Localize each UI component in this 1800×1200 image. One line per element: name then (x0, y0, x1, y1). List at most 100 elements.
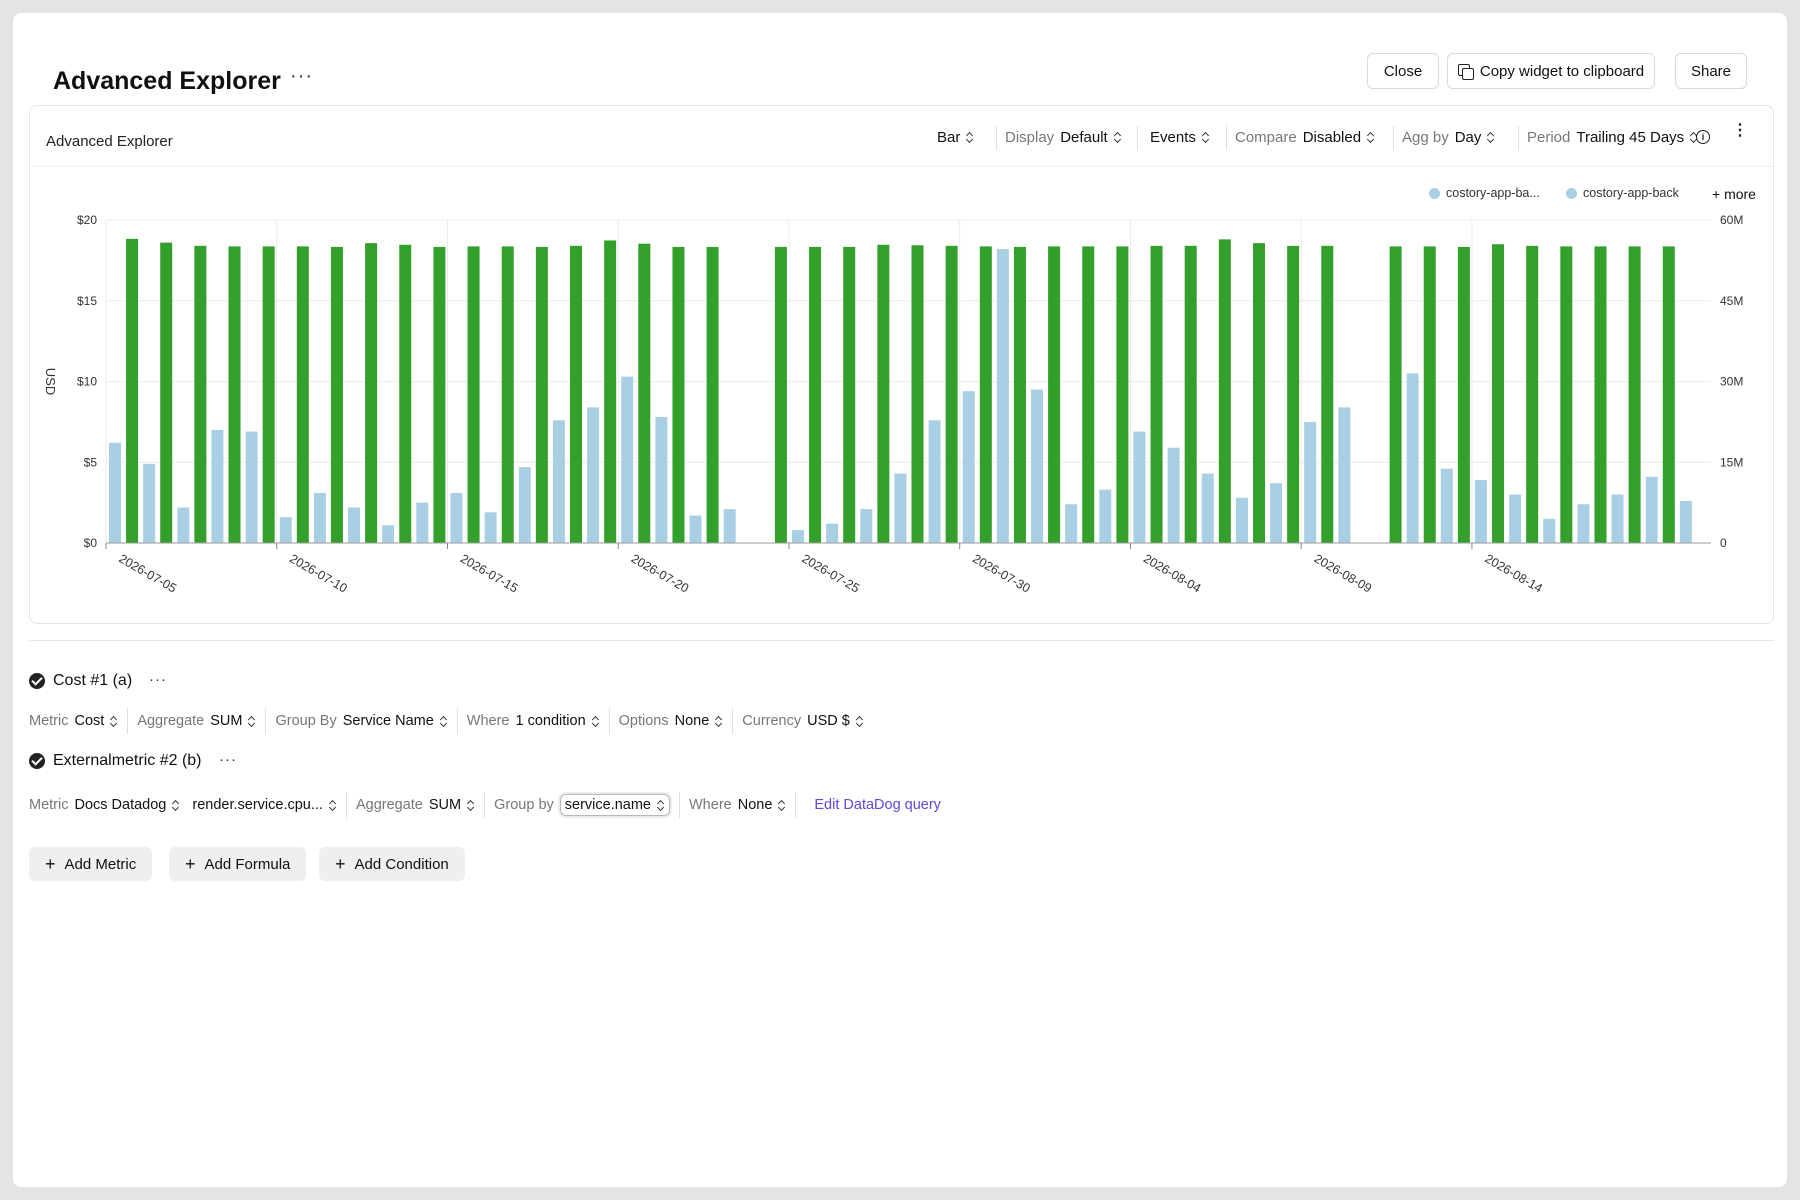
copy-widget-button[interactable]: Copy widget to clipboard (1447, 53, 1655, 89)
where-label: Where (466, 713, 510, 729)
bar-green (945, 245, 958, 543)
groupby-label: Group By (275, 713, 337, 729)
bar-light (655, 417, 668, 543)
bar-light (860, 509, 873, 543)
chevron-updown-icon (592, 715, 600, 728)
metric-external-name: Externalmetric #2 (b) (53, 752, 202, 769)
groupby-select[interactable]: Group By Service Name (265, 708, 456, 734)
add-formula-button[interactable]: + Add Formula (169, 847, 307, 881)
add-metric-label: Add Metric (64, 855, 137, 873)
info-icon[interactable]: i (1696, 130, 1710, 144)
toolbar-divider (1137, 126, 1138, 150)
title-more-menu[interactable]: ··· (290, 65, 313, 87)
section-divider (29, 640, 1774, 641)
metric-cost-checkbox[interactable] (29, 673, 45, 689)
bar-green (706, 246, 719, 543)
bar-green (774, 246, 787, 543)
y-tick-label: $5 (84, 455, 98, 469)
x-tick-label: 2026-08-14 (1482, 551, 1544, 595)
bar-light (894, 473, 907, 543)
legend-item[interactable]: costory-app-ba... (1429, 186, 1540, 200)
groupby-focused-field[interactable]: service.name (559, 794, 670, 816)
chart-type-select[interactable]: Bar (937, 122, 974, 152)
bar-light (1065, 504, 1078, 543)
aggregate-select[interactable]: Aggregate SUM (345, 792, 484, 818)
add-condition-label: Add Condition (354, 855, 449, 873)
legend-item[interactable]: costory-app-back (1566, 186, 1679, 200)
bar-light (928, 420, 941, 543)
bar-light (826, 523, 839, 543)
explorer-modal: Advanced Explorer ··· Close Copy widget … (13, 13, 1787, 1187)
where-select[interactable]: Where None (679, 792, 795, 818)
add-condition-button[interactable]: + Add Condition (319, 847, 465, 881)
page-title: Advanced Explorer (53, 67, 281, 95)
plus-icon: + (45, 854, 56, 874)
bar-green (672, 246, 685, 543)
currency-select[interactable]: Currency USD $ (732, 708, 873, 734)
where-select[interactable]: Where 1 condition (456, 708, 609, 734)
chevron-updown-icon (172, 799, 180, 812)
bar-light (723, 509, 736, 543)
add-metric-button[interactable]: + Add Metric (29, 847, 153, 881)
legend-more-link[interactable]: + more (1712, 186, 1756, 202)
metric-label: Metric (29, 713, 69, 729)
metric-value: Docs Datadog (74, 797, 167, 813)
metric-cost-more-menu[interactable]: ··· (149, 671, 167, 688)
bar-green (501, 246, 514, 543)
plus-icon: + (185, 854, 196, 874)
currency-value: USD $ (807, 713, 850, 729)
bar-light (1201, 473, 1214, 543)
y2-tick-label: 60M (1720, 213, 1743, 227)
bar-green (570, 245, 583, 543)
bar-green (433, 246, 446, 543)
display-select[interactable]: Display Default (1005, 122, 1122, 152)
share-button[interactable]: Share (1675, 53, 1747, 89)
bar-green (1389, 246, 1402, 543)
x-tick-label: 2026-07-15 (458, 551, 520, 595)
groupby-select[interactable]: Group by service.name (484, 792, 679, 818)
metric-select[interactable]: Metric Docs Datadog render.service.cpu..… (29, 792, 346, 818)
y-tick-label: $20 (77, 213, 97, 227)
close-button[interactable]: Close (1367, 53, 1439, 89)
bar-green (843, 246, 856, 543)
compare-value: Disabled (1302, 128, 1362, 146)
legend-swatch (1566, 187, 1577, 199)
bar-green (809, 246, 822, 543)
bar-chart: $0 0 $5 15M $10 30M $15 45M $20 60M 2026-07-05 2026… (43, 213, 1743, 596)
chevron-updown-icon (110, 715, 118, 728)
events-select[interactable]: Events (1150, 122, 1210, 152)
y2-tick-label: 30M (1720, 375, 1743, 389)
add-formula-label: Add Formula (204, 855, 291, 873)
options-select[interactable]: Options None (608, 708, 733, 734)
compare-select[interactable]: Compare Disabled (1235, 122, 1375, 152)
chart-card: Advanced Explorer Bar Display Default Ev… (29, 105, 1774, 624)
bar-light (1167, 447, 1180, 543)
metric-external-more-menu[interactable]: ··· (219, 751, 237, 768)
bar-green (399, 244, 412, 543)
chevron-updown-icon (467, 799, 475, 812)
bar-light (1031, 389, 1044, 543)
aggregate-select[interactable]: Aggregate SUM (127, 708, 265, 734)
bar-light (552, 420, 565, 543)
bar-light (1338, 407, 1351, 543)
bar-light (109, 442, 121, 543)
y2-tick-label: 15M (1720, 455, 1743, 469)
aggby-label: Agg by (1402, 128, 1449, 146)
metric-external-filters: Metric Docs Datadog render.service.cpu..… (29, 792, 950, 818)
period-select[interactable]: Period Trailing 45 Days (1527, 122, 1698, 152)
aggby-select[interactable]: Agg by Day (1402, 122, 1495, 152)
bar-green (126, 238, 139, 543)
edit-query-item: Edit DataDog query (795, 792, 950, 818)
metric-select[interactable]: Metric Cost (29, 708, 127, 734)
bar-light (689, 515, 702, 543)
bar-light (348, 507, 361, 543)
legend-label: costory-app-back (1583, 186, 1679, 200)
bar-green (535, 246, 548, 543)
bar-light (1440, 468, 1453, 543)
edit-datadog-query-link[interactable]: Edit DataDog query (814, 797, 941, 813)
bar-green (638, 243, 651, 544)
bar-green (1628, 246, 1641, 543)
metric-external-checkbox[interactable] (29, 753, 45, 769)
chevron-updown-icon (329, 799, 337, 812)
bar-green (1048, 246, 1061, 543)
